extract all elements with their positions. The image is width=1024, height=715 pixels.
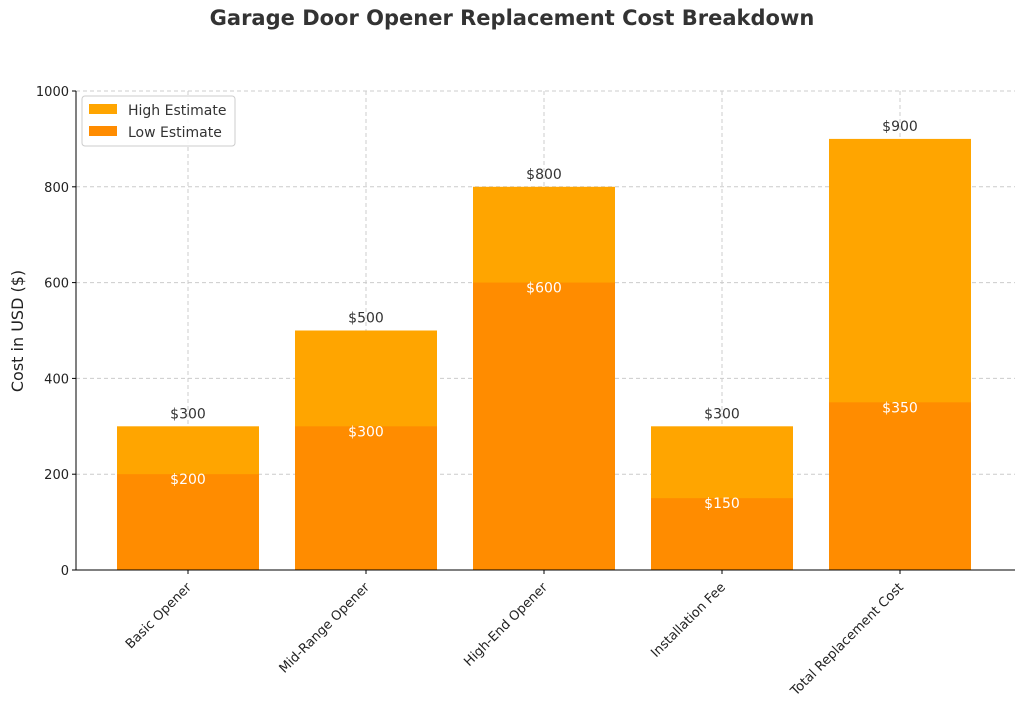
legend-swatch-low-estimate	[89, 126, 117, 136]
x-tick-label: Basic Opener	[123, 580, 195, 652]
low-estimate-bars	[117, 282, 971, 570]
x-tick-label: High-End Opener	[461, 580, 551, 670]
x-axis-ticks: Basic Opener Mid-Range Opener High-End Ope…	[123, 570, 907, 700]
data-labels: $300 $200 $500 $300 $800 $600 $300 $150 $900 $350	[170, 119, 918, 512]
axes	[75, 91, 1015, 571]
y-tick-label: 800	[44, 181, 69, 196]
chart-title: Garage Door Opener Replacement Cost Brea…	[209, 6, 815, 30]
data-label-low-estimate: $150	[704, 496, 740, 512]
y-axis-label: Cost in USD ($)	[8, 270, 27, 392]
data-label-low-estimate: $300	[348, 424, 384, 440]
y-tick-label: 1000	[36, 85, 69, 100]
y-tick-label: 400	[44, 372, 69, 387]
data-label-high-estimate: $300	[704, 406, 740, 422]
data-label-low-estimate: $350	[882, 400, 918, 416]
x-tick-label: Installation Fee	[648, 580, 729, 661]
data-label-low-estimate: $600	[526, 281, 562, 297]
legend: High Estimate Low Estimate	[81, 95, 236, 147]
y-tick-label: 600	[44, 277, 69, 292]
legend-swatch-high-estimate	[89, 104, 117, 114]
data-label-low-estimate: $200	[170, 472, 206, 488]
legend-label-low-estimate: Low Estimate	[128, 125, 222, 141]
bar-low-estimate	[651, 498, 793, 570]
x-tick-label: Mid-Range Opener	[277, 580, 374, 677]
legend-label-high-estimate: High Estimate	[128, 103, 226, 119]
data-label-high-estimate: $300	[170, 406, 206, 422]
x-tick-label: Total Replacement Cost	[787, 580, 906, 699]
data-label-high-estimate: $500	[348, 311, 384, 327]
bar-low-estimate	[117, 474, 259, 570]
y-tick-label: 200	[44, 468, 69, 483]
y-axis-ticks: 0 200 400 600 800 1000	[36, 85, 76, 579]
bar-low-estimate	[829, 402, 971, 570]
bar-low-estimate	[473, 282, 615, 570]
data-label-high-estimate: $900	[882, 119, 918, 135]
bar-low-estimate	[295, 426, 437, 570]
y-tick-label: 0	[61, 564, 69, 579]
data-label-high-estimate: $800	[526, 167, 562, 183]
